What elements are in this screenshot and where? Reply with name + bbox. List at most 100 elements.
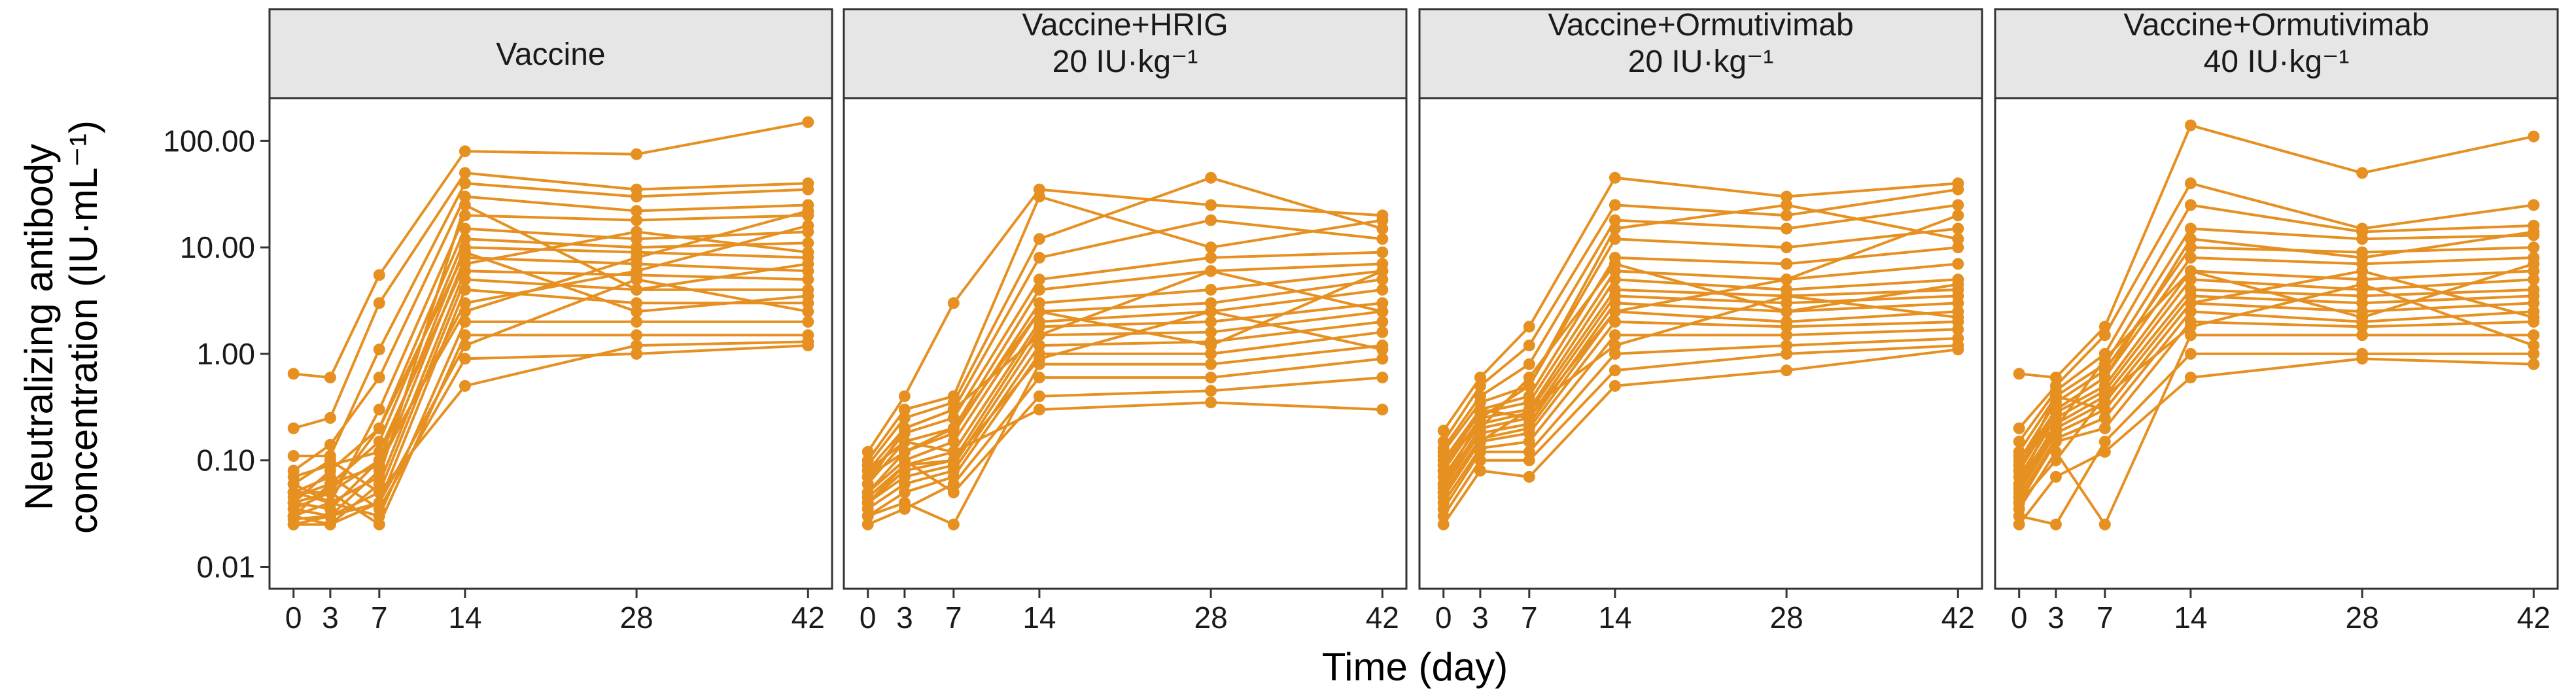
data-point (1609, 214, 1621, 226)
data-point (802, 315, 814, 328)
data-point (1376, 372, 1389, 384)
data-point (2184, 251, 2197, 264)
data-point (898, 478, 911, 490)
data-point (1609, 199, 1621, 211)
series-line (293, 246, 809, 510)
data-point (1033, 390, 1045, 402)
data-point (1523, 470, 1535, 483)
data-point (1437, 486, 1450, 498)
series-subject-1 (1437, 171, 1964, 437)
data-point (1523, 445, 1535, 458)
data-point (2184, 177, 2197, 190)
data-point (947, 478, 960, 490)
data-point (1376, 305, 1389, 318)
data-point (1609, 329, 1621, 341)
data-point (373, 422, 385, 434)
data-point (1474, 445, 1486, 458)
data-point (2049, 470, 2062, 483)
data-point (898, 422, 911, 434)
data-point (1523, 404, 1535, 416)
data-point (802, 305, 814, 318)
y-axis-title-line-2: concentration (IU·mL⁻¹) (61, 120, 105, 534)
series-subject-16 (1437, 343, 1964, 531)
data-point (898, 404, 911, 416)
data-point (1376, 222, 1389, 235)
series-line (292, 340, 809, 494)
data-point (1033, 353, 1045, 365)
series-subject-18 (2013, 265, 2540, 477)
data-point (1781, 340, 1793, 352)
series-subject-18 (1437, 209, 1964, 477)
series-subject-17 (862, 396, 1389, 477)
data-point (1781, 190, 1793, 203)
data-point (1376, 273, 1389, 286)
data-point (1033, 321, 1045, 333)
y-tick-label: 0.01 (196, 550, 255, 584)
series-subject-3 (1437, 199, 1964, 455)
data-point (2184, 265, 2197, 277)
series-subject-16 (2013, 353, 2540, 531)
data-point (1376, 233, 1389, 245)
data-point (459, 190, 471, 203)
series-line (867, 251, 1383, 478)
data-point (2013, 478, 2025, 490)
data-point (2013, 436, 2025, 448)
data-point (947, 436, 960, 448)
data-point (802, 116, 814, 128)
series-subject-18 (862, 265, 1389, 490)
series-line (1442, 176, 1958, 432)
x-tick-label: 42 (1941, 601, 1975, 635)
series-line (2018, 283, 2534, 504)
data-point (1781, 329, 1793, 341)
series-subject-1 (862, 183, 1389, 458)
series-line (2018, 278, 2534, 478)
data-point (2356, 233, 2369, 245)
facet-title: Vaccine (496, 37, 605, 72)
data-point (802, 273, 814, 286)
data-point (631, 251, 643, 264)
data-point (459, 222, 471, 235)
data-point (631, 273, 643, 286)
data-point (1376, 353, 1389, 365)
data-point (1376, 214, 1389, 226)
series-line (1442, 203, 1958, 485)
data-point (2528, 347, 2540, 360)
data-point (1609, 273, 1621, 286)
data-point (2098, 404, 2111, 416)
data-point (2528, 130, 2540, 143)
series-line (1442, 203, 1958, 449)
series-line (292, 214, 809, 504)
series-line (2019, 352, 2534, 526)
x-tick-label: 42 (792, 601, 825, 635)
data-point (1437, 464, 1450, 477)
data-point (1205, 241, 1217, 254)
data-point (324, 372, 336, 384)
x-tick-label: 7 (945, 601, 962, 635)
data-point (2528, 273, 2540, 286)
data-point (802, 290, 814, 302)
series-subject-20 (1437, 290, 1964, 498)
data-point (324, 497, 336, 509)
data-point (2098, 411, 2111, 424)
data-point (631, 265, 643, 277)
series-line (1442, 310, 1958, 493)
data-point (947, 518, 960, 531)
series-line (292, 251, 809, 504)
data-point (1376, 246, 1389, 258)
data-point (1523, 411, 1535, 424)
series-line (293, 120, 809, 379)
series-line (1442, 262, 1958, 457)
data-point (802, 205, 814, 217)
data-point (1376, 265, 1389, 277)
data-point (898, 390, 911, 402)
series-line (867, 270, 1384, 478)
data-point (2528, 297, 2540, 309)
data-point (1205, 251, 1217, 264)
data-point (2528, 258, 2540, 270)
data-point (459, 233, 471, 245)
data-point (2528, 241, 2540, 254)
series-subject-21 (287, 205, 814, 515)
data-point (1033, 329, 1045, 341)
data-point (2184, 347, 2197, 360)
